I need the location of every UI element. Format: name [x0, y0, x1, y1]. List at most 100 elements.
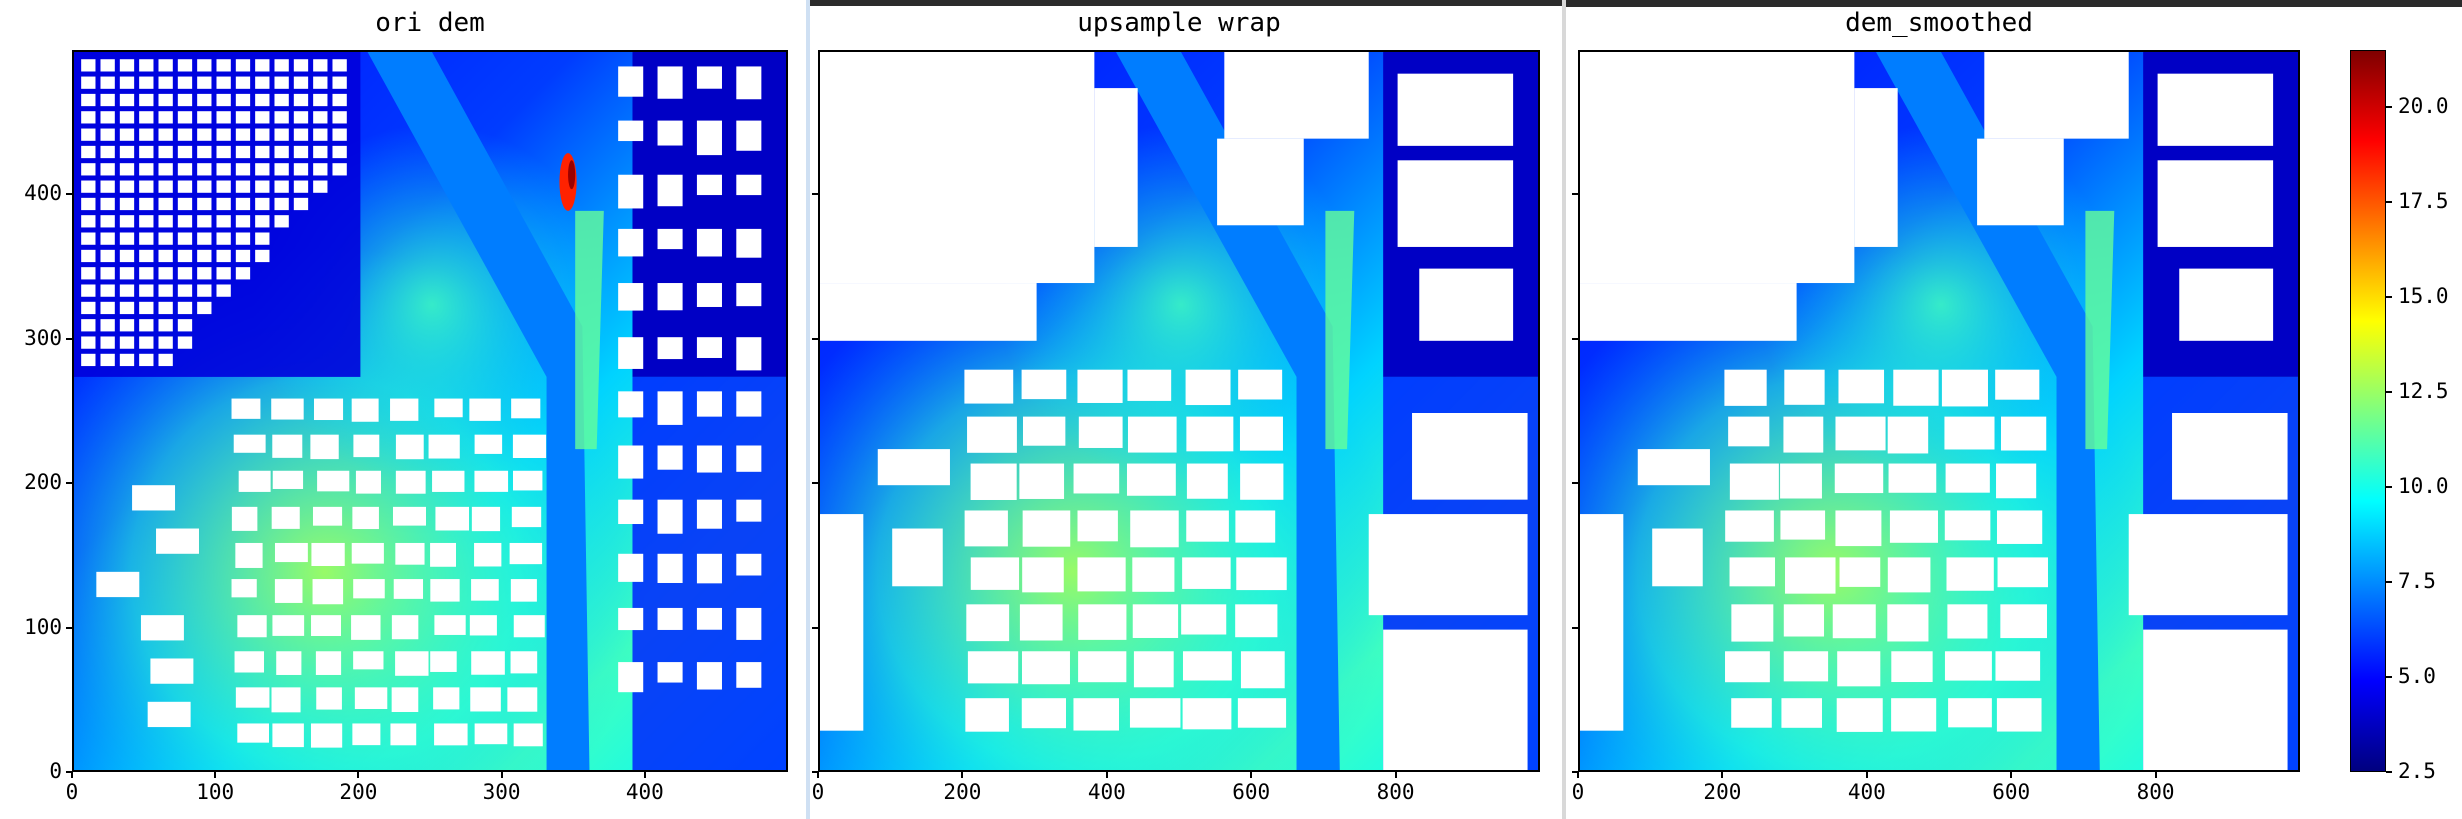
building — [433, 687, 460, 710]
building — [119, 59, 135, 72]
building — [81, 197, 96, 211]
building — [216, 128, 231, 141]
building — [430, 542, 456, 567]
building — [1838, 369, 1885, 404]
building — [274, 59, 289, 72]
top-strip-right — [1566, 0, 2462, 7]
building — [332, 145, 347, 159]
y-tick-mark — [1572, 482, 1578, 485]
building — [274, 111, 289, 124]
building — [139, 232, 154, 245]
colorbar-tick-label: 5.0 — [2398, 664, 2436, 688]
building — [471, 579, 499, 601]
building — [197, 301, 212, 315]
building — [235, 111, 251, 124]
building — [216, 267, 231, 280]
building — [119, 215, 135, 228]
building — [1893, 369, 1939, 406]
building — [231, 506, 258, 531]
low-region-right — [632, 52, 786, 377]
building — [293, 111, 309, 124]
building — [158, 284, 173, 297]
x-tick-mark — [1250, 772, 1253, 778]
building — [970, 557, 1020, 590]
building — [332, 128, 347, 141]
x-tick-label: 0 — [1571, 780, 1585, 804]
x-tick-mark — [2154, 772, 2157, 778]
building — [235, 197, 251, 211]
building — [1837, 651, 1881, 687]
building — [1078, 651, 1127, 683]
ridge-strip — [1325, 210, 1355, 450]
building — [255, 111, 270, 124]
building — [1996, 463, 2037, 499]
building — [332, 76, 347, 89]
building — [274, 145, 289, 159]
building — [1948, 698, 1992, 728]
building — [1132, 604, 1179, 638]
building — [255, 180, 270, 193]
building — [432, 470, 465, 492]
panel-2-heatmap — [820, 52, 1538, 770]
building — [657, 662, 683, 683]
building — [390, 723, 417, 746]
panel-separator-left — [806, 0, 810, 819]
building — [293, 180, 309, 193]
building — [1839, 557, 1881, 587]
building — [313, 163, 328, 176]
building — [1781, 698, 1822, 728]
building — [81, 301, 96, 315]
building — [177, 249, 193, 263]
building — [1397, 160, 1514, 247]
x-tick-label: 300 — [482, 780, 521, 804]
building — [2000, 604, 2047, 639]
building — [81, 232, 96, 245]
building — [313, 180, 328, 193]
building — [100, 180, 115, 193]
building — [696, 66, 722, 89]
building — [395, 470, 426, 494]
building — [510, 579, 537, 602]
building — [332, 163, 347, 176]
building — [1238, 369, 1283, 400]
building — [1729, 557, 1776, 587]
x-tick-label: 0 — [65, 780, 79, 804]
building — [237, 615, 267, 638]
building — [391, 615, 419, 640]
panel-3-heatmap — [1580, 52, 2298, 770]
building — [1078, 604, 1127, 640]
building — [315, 651, 342, 675]
building — [255, 232, 270, 245]
y-tick-mark — [1572, 626, 1578, 629]
panel-2-axes — [818, 50, 1540, 772]
building — [657, 499, 683, 534]
building — [255, 163, 270, 176]
building — [430, 579, 460, 602]
building-mask — [81, 59, 762, 748]
building — [81, 145, 96, 159]
building — [216, 145, 231, 159]
y-tick-mark — [66, 337, 72, 340]
building — [177, 301, 193, 315]
building — [293, 145, 309, 159]
building — [392, 506, 426, 526]
x-tick-label: 600 — [1992, 780, 2031, 804]
building — [235, 267, 251, 280]
x-tick-mark — [214, 772, 217, 778]
building — [351, 542, 384, 564]
building — [197, 93, 212, 107]
building — [1073, 463, 1120, 494]
building — [1186, 416, 1234, 452]
building — [177, 267, 193, 280]
building — [332, 59, 347, 72]
building — [139, 336, 154, 349]
building — [255, 197, 270, 211]
building — [139, 353, 154, 367]
building — [657, 228, 683, 250]
building — [965, 698, 1009, 732]
building — [119, 180, 135, 193]
building — [736, 228, 762, 258]
building — [139, 301, 154, 315]
building — [177, 128, 193, 141]
panel-2-title: upsample wrap — [1077, 8, 1281, 38]
